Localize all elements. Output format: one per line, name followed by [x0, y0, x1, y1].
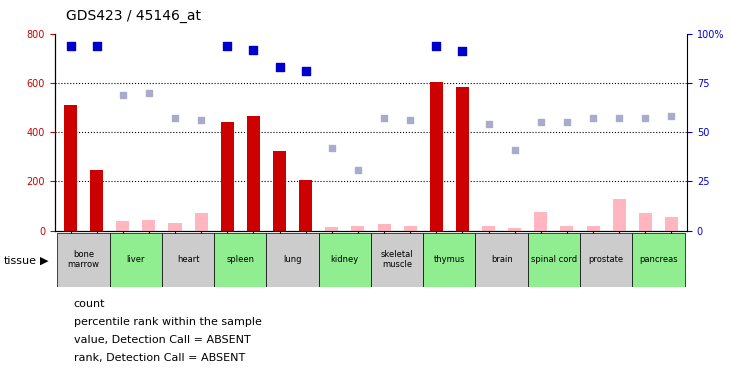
Text: heart: heart [177, 255, 200, 264]
Text: prostate: prostate [588, 255, 624, 264]
Bar [299, 180, 312, 231]
Point [117, 92, 129, 98]
Bar [508, 228, 521, 231]
Text: thymus: thymus [433, 255, 465, 264]
Bar [110, 232, 162, 287]
Bar [377, 225, 390, 231]
Point [64, 43, 76, 49]
Bar [613, 199, 626, 231]
Bar [64, 105, 77, 231]
Bar [561, 226, 574, 231]
Text: skeletal
muscle: skeletal muscle [381, 250, 414, 269]
Text: kidney: kidney [330, 255, 359, 264]
Bar [214, 232, 267, 287]
Bar [665, 217, 678, 231]
Point [352, 166, 364, 172]
Text: GDS423 / 45146_at: GDS423 / 45146_at [66, 9, 201, 23]
Bar [352, 226, 365, 231]
Bar [371, 232, 423, 287]
Point [378, 116, 390, 122]
Point [640, 116, 651, 122]
Point [535, 119, 547, 125]
Bar [475, 232, 528, 287]
Text: lung: lung [284, 255, 302, 264]
Bar [247, 116, 260, 231]
Bar [116, 221, 129, 231]
Point [404, 117, 416, 123]
Bar [430, 82, 443, 231]
Text: rank, Detection Call = ABSENT: rank, Detection Call = ABSENT [74, 353, 245, 363]
Bar [325, 227, 338, 231]
Bar [580, 232, 632, 287]
Text: liver: liver [126, 255, 145, 264]
Text: ▶: ▶ [40, 256, 49, 266]
Text: brain: brain [491, 255, 512, 264]
Point [300, 68, 311, 74]
Bar [639, 213, 652, 231]
Point [509, 147, 520, 153]
Bar [456, 87, 469, 231]
Point [482, 122, 494, 128]
Point [666, 113, 678, 119]
Point [561, 119, 573, 125]
Text: pancreas: pancreas [639, 255, 678, 264]
Bar [528, 232, 580, 287]
Bar [221, 122, 234, 231]
Point [587, 116, 599, 122]
Point [457, 48, 469, 54]
Bar [168, 223, 181, 231]
Text: count: count [74, 299, 105, 309]
Bar [143, 219, 156, 231]
Bar [58, 232, 110, 287]
Point [326, 145, 338, 151]
Point [195, 117, 207, 123]
Point [143, 90, 155, 96]
Point [273, 64, 285, 70]
Bar [632, 232, 684, 287]
Point [169, 116, 181, 122]
Text: percentile rank within the sample: percentile rank within the sample [74, 317, 262, 327]
Point [248, 46, 260, 53]
Bar [194, 213, 208, 231]
Bar [90, 170, 103, 231]
Point [91, 43, 102, 49]
Text: spinal cord: spinal cord [531, 255, 577, 264]
Bar [586, 226, 599, 231]
Text: spleen: spleen [227, 255, 254, 264]
Bar [319, 232, 371, 287]
Bar [534, 212, 548, 231]
Bar [423, 232, 475, 287]
Bar [404, 226, 417, 231]
Point [431, 43, 442, 49]
Point [613, 116, 625, 122]
Point [221, 43, 233, 49]
Bar [162, 232, 214, 287]
Bar [482, 226, 495, 231]
Text: bone
marrow: bone marrow [67, 250, 99, 269]
Bar [267, 232, 319, 287]
Bar [273, 151, 286, 231]
Text: value, Detection Call = ABSENT: value, Detection Call = ABSENT [74, 335, 251, 345]
Text: tissue: tissue [4, 256, 37, 266]
